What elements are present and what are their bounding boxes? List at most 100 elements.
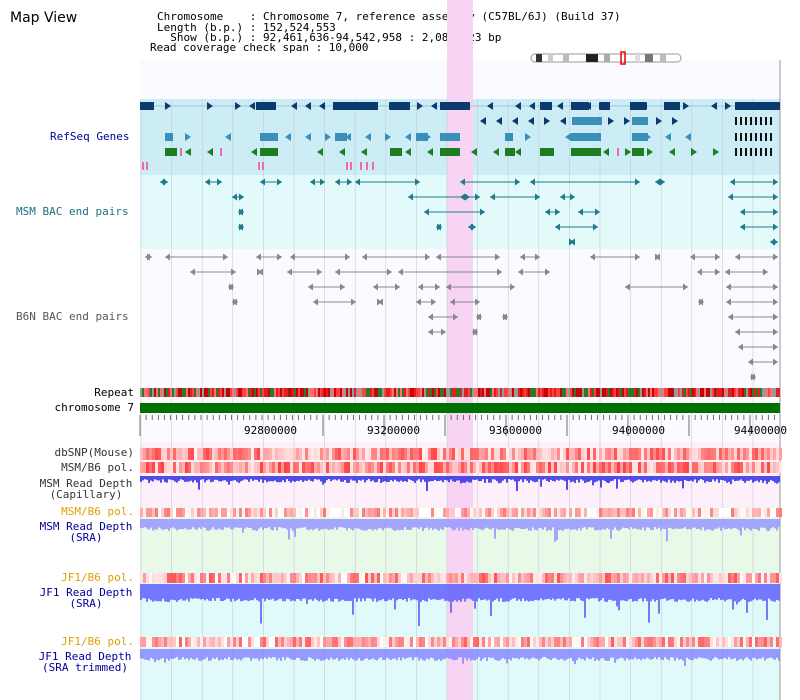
depth-bar — [456, 649, 458, 660]
depth-bar — [368, 476, 370, 480]
heatmap-cell — [569, 462, 572, 473]
repeat-segment — [248, 388, 250, 397]
depth-bar — [498, 584, 500, 602]
depth-bar — [502, 476, 504, 481]
depth-bar — [654, 584, 656, 602]
depth-bar — [262, 649, 264, 660]
depth-bar — [492, 584, 494, 602]
heatmap-cell — [269, 508, 272, 517]
depth-bar — [228, 519, 230, 528]
heatmap-cell — [707, 637, 710, 647]
heatmap-cell — [485, 637, 488, 647]
depth-bar — [260, 519, 262, 528]
repeat-segment — [544, 388, 546, 397]
depth-bar — [472, 519, 474, 530]
depth-bar — [372, 519, 374, 531]
heatmap-cell — [698, 462, 701, 473]
repeat-segment — [408, 388, 410, 397]
heatmap-cell — [338, 637, 341, 647]
heatmap-cell — [356, 462, 359, 473]
depth-bar — [232, 519, 234, 530]
depth-bar — [156, 649, 158, 660]
gene-feature — [333, 102, 378, 110]
heatmap-cell — [602, 448, 605, 460]
heatmap-cell — [179, 462, 182, 473]
heatmap-cell — [245, 637, 248, 647]
heatmap-cell — [491, 637, 494, 647]
depth-bar — [646, 476, 648, 482]
heatmap-cell — [380, 573, 383, 583]
heatmap-cell — [305, 508, 308, 517]
repeat-segment — [512, 388, 514, 397]
refseq-genes-track[interactable] — [140, 102, 780, 170]
heatmap-cell — [503, 448, 506, 460]
depth-bar — [288, 584, 290, 600]
msm-bac-pair — [773, 223, 778, 231]
depth-bar — [426, 476, 428, 491]
heatmap-cell — [266, 448, 269, 460]
depth-bar — [168, 649, 170, 661]
repeat-segment — [362, 388, 364, 397]
heatmap-cell — [455, 508, 458, 517]
depth-bar — [622, 649, 624, 659]
heatmap-cell — [686, 462, 689, 473]
ideogram-marker — [620, 51, 626, 65]
heatmap-cell — [530, 448, 533, 460]
b6n-bac-track[interactable] — [145, 253, 778, 381]
heatmap-cell — [395, 448, 398, 460]
gene-feature — [165, 133, 173, 141]
depth-bar — [452, 649, 454, 660]
b6n-bac-pair — [377, 298, 382, 306]
gene-arrow — [361, 148, 367, 156]
depth-bar — [584, 476, 586, 483]
heatmap-cell — [350, 573, 353, 583]
depth-bar — [616, 519, 618, 530]
depth-bar — [644, 476, 646, 480]
heatmap-cell — [215, 448, 218, 460]
heatmap-cell — [479, 462, 482, 473]
depth-bar — [700, 519, 702, 531]
heatmap-cell — [614, 508, 617, 517]
depth-bar — [636, 519, 638, 530]
repeat-segment — [356, 388, 358, 397]
heatmap-cell — [419, 637, 422, 647]
depth-bar — [238, 519, 240, 528]
repeat-segment — [642, 388, 644, 397]
heatmap-cell — [746, 573, 749, 583]
depth-bar — [422, 476, 424, 480]
depth-bar — [360, 476, 362, 481]
depth-bar — [618, 519, 620, 531]
b6n-bac-pair — [697, 268, 702, 276]
depth-bar — [346, 519, 348, 531]
depth-bar — [654, 476, 656, 481]
depth-bar — [666, 649, 668, 660]
depth-bar — [570, 584, 572, 602]
depth-bar — [604, 476, 606, 482]
depth-bar — [548, 584, 550, 599]
depth-bar — [576, 649, 578, 661]
heatmap-cell — [491, 448, 494, 460]
depth-bar — [224, 519, 226, 528]
heatmap-cell — [713, 448, 716, 460]
heatmap-cell — [704, 573, 707, 583]
gene-marker — [142, 162, 144, 170]
heatmap-cell — [230, 637, 233, 647]
depth-bar — [470, 519, 472, 528]
depth-bar — [254, 519, 256, 531]
heatmap-cell — [662, 462, 665, 473]
repeat-segment — [462, 388, 464, 397]
heatmap-cell — [701, 462, 704, 473]
msm-bac-pair — [773, 193, 778, 201]
heatmap-cell — [473, 448, 476, 460]
heatmap-cell — [611, 448, 614, 460]
heatmap-cell — [242, 462, 245, 473]
heatmap-cell — [227, 573, 230, 583]
heatmap-cell — [653, 637, 656, 647]
heatmap-cell — [737, 508, 740, 517]
heatmap-cell — [359, 448, 362, 460]
gene-arrow — [624, 117, 630, 125]
heatmap-cell — [434, 462, 437, 473]
msm-bac-track[interactable] — [160, 178, 778, 246]
heatmap-cell — [356, 573, 359, 583]
